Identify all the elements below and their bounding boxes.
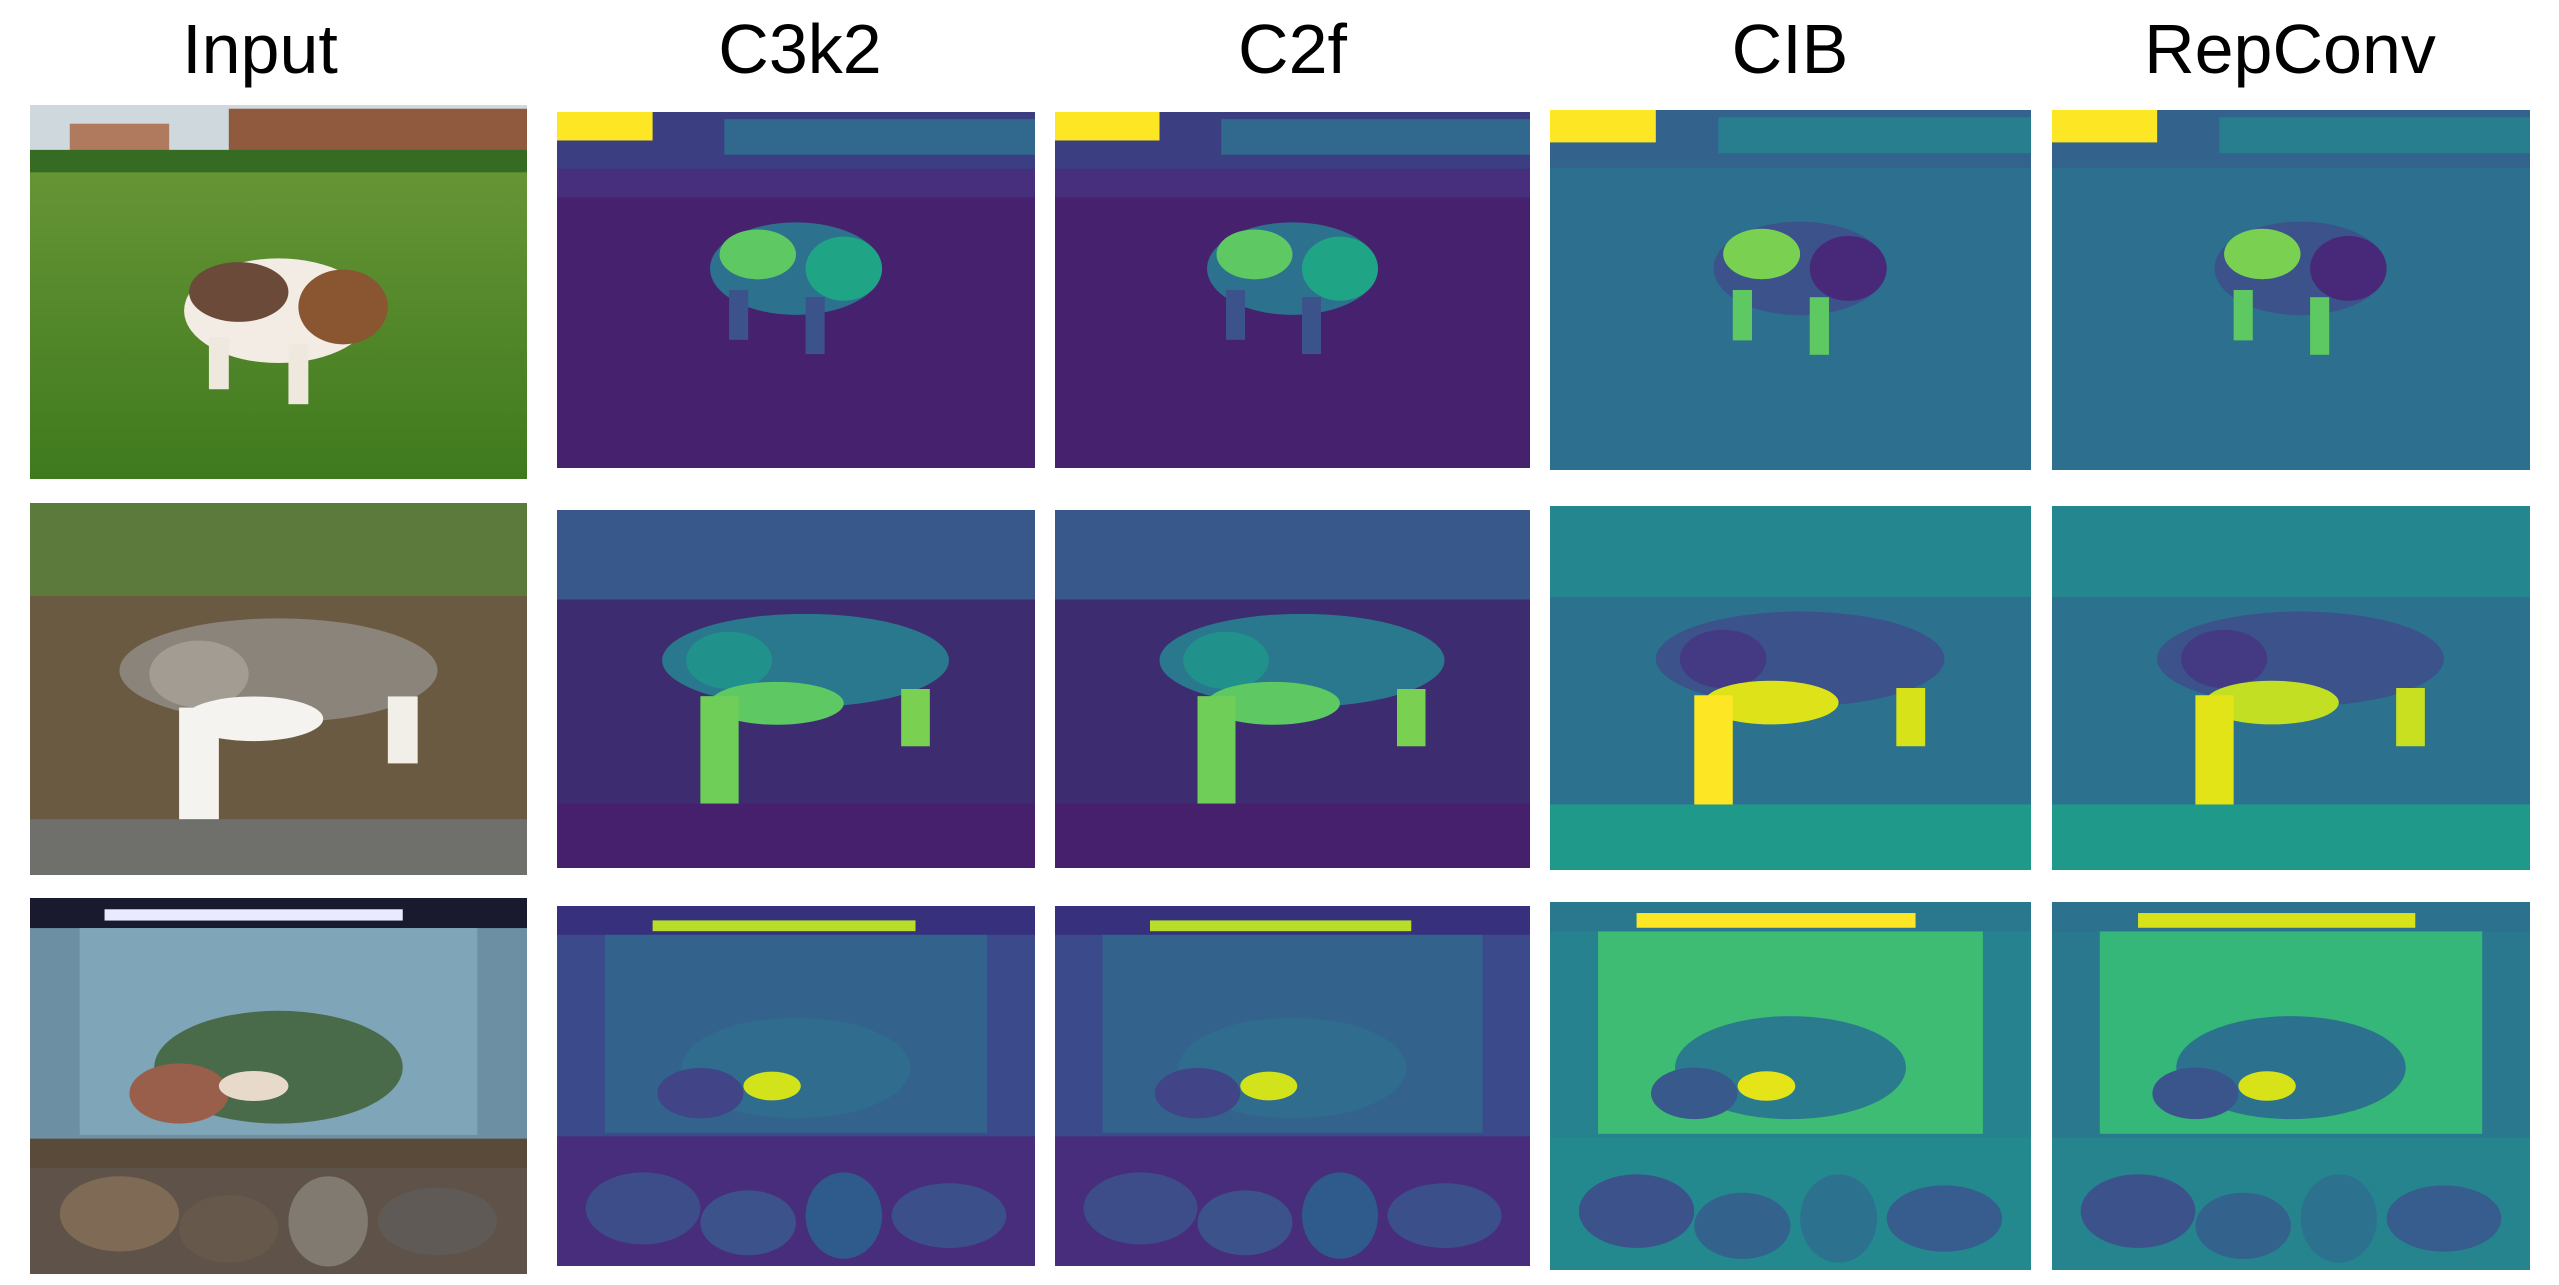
feature-map-repconv-cat bbox=[2052, 506, 2530, 870]
feature-map-c3k2-aquarium bbox=[557, 906, 1035, 1266]
input-image-puppy bbox=[30, 105, 527, 479]
feature-map-cib-aquarium bbox=[1550, 902, 2031, 1270]
column-header-repconv: RepConv bbox=[2144, 10, 2436, 88]
column-header-input: Input bbox=[182, 10, 338, 88]
column-header-c2f: C2f bbox=[1238, 10, 1347, 88]
feature-map-repconv-puppy bbox=[2052, 110, 2530, 470]
feature-map-c2f-aquarium bbox=[1055, 906, 1530, 1266]
feature-map-repconv-aquarium bbox=[2052, 902, 2530, 1270]
column-header-c3k2: C3k2 bbox=[718, 10, 882, 88]
feature-map-c2f-puppy bbox=[1055, 112, 1530, 468]
input-image-aquarium bbox=[30, 898, 527, 1274]
input-image-cat bbox=[30, 503, 527, 875]
feature-map-c3k2-puppy bbox=[557, 112, 1035, 468]
feature-map-c2f-cat bbox=[1055, 510, 1530, 868]
column-header-cib: CIB bbox=[1731, 10, 1849, 88]
feature-map-cib-cat bbox=[1550, 506, 2031, 870]
feature-map-cib-puppy bbox=[1550, 110, 2031, 470]
feature-map-c3k2-cat bbox=[557, 510, 1035, 868]
